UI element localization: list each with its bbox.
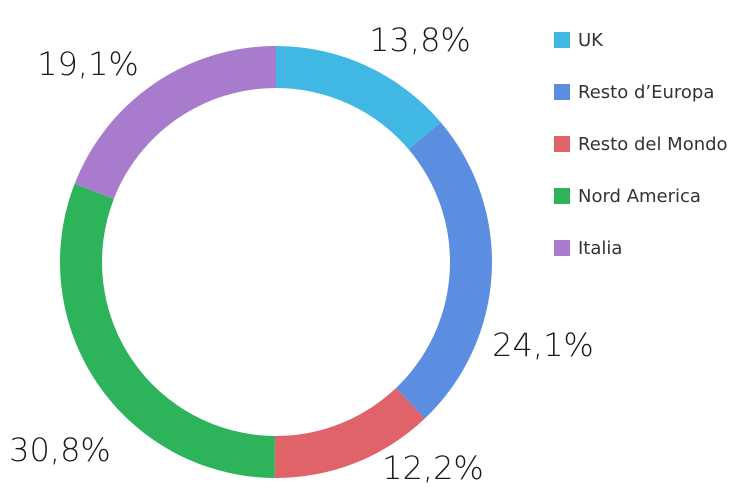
legend-label: Resto d’Europa — [578, 82, 714, 103]
legend-label: Resto del Mondo — [578, 134, 728, 155]
legend-label: UK — [578, 30, 604, 51]
value-label: 30,8% — [9, 431, 111, 469]
donut-segment — [276, 46, 441, 150]
legend-swatch — [554, 240, 570, 256]
value-label: 13,8% — [369, 21, 471, 59]
donut-segment — [59, 183, 275, 478]
legend-swatch — [554, 136, 570, 152]
donut-segment — [274, 388, 425, 478]
legend-swatch — [554, 188, 570, 204]
value-label: 19,1% — [37, 45, 139, 83]
legend-swatch — [554, 32, 570, 48]
legend-label: Nord America — [578, 186, 701, 207]
legend-label: Italia — [578, 238, 622, 259]
value-label: 24,1% — [492, 326, 594, 364]
legend-swatch — [554, 84, 570, 100]
value-label: 12,2% — [382, 449, 484, 487]
donut-segment — [395, 122, 492, 419]
donut-segment — [74, 46, 276, 199]
